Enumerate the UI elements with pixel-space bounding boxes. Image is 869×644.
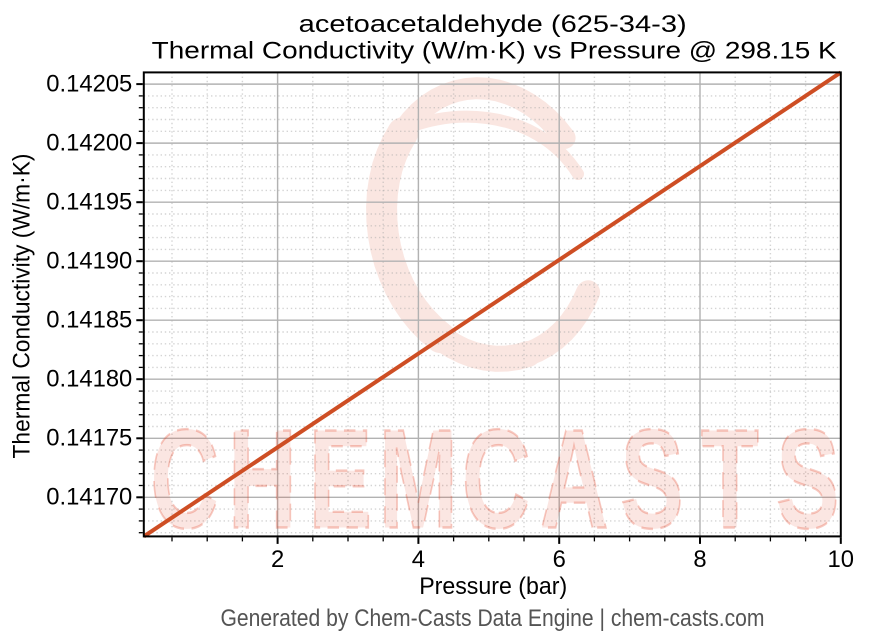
svg-text:0.14205: 0.14205 — [46, 71, 132, 98]
svg-text:Pressure (bar): Pressure (bar) — [419, 573, 567, 600]
svg-text:6: 6 — [553, 546, 566, 573]
svg-text:0.14190: 0.14190 — [46, 248, 132, 275]
svg-text:Thermal Conductivity (W/m·K): Thermal Conductivity (W/m·K) — [9, 154, 36, 459]
svg-text:S: S — [620, 401, 683, 558]
svg-text:0.14185: 0.14185 — [46, 307, 132, 334]
svg-text:2: 2 — [271, 546, 284, 573]
svg-text:0.14175: 0.14175 — [46, 425, 132, 452]
svg-text:C: C — [150, 401, 219, 558]
svg-text:S: S — [776, 401, 839, 558]
svg-text:M: M — [379, 401, 458, 558]
svg-text:10: 10 — [828, 546, 854, 573]
svg-text:Thermal Conductivity (W/m·K) v: Thermal Conductivity (W/m·K) vs Pressure… — [152, 38, 837, 65]
svg-text:E: E — [309, 401, 372, 558]
svg-text:0.14170: 0.14170 — [46, 484, 132, 511]
svg-text:0.14180: 0.14180 — [46, 366, 132, 393]
svg-text:acetoacetaldehyde (625-34-3): acetoacetaldehyde (625-34-3) — [299, 11, 687, 38]
svg-text:C: C — [462, 401, 531, 558]
svg-text:Generated by Chem-Casts Data E: Generated by Chem-Casts Data Engine | ch… — [221, 605, 765, 632]
svg-text:A: A — [540, 401, 609, 558]
svg-text:H: H — [228, 401, 297, 558]
svg-text:0.14200: 0.14200 — [46, 130, 132, 157]
svg-text:4: 4 — [412, 546, 425, 573]
svg-text:0.14195: 0.14195 — [46, 189, 132, 216]
svg-text:T: T — [701, 401, 759, 558]
svg-text:8: 8 — [693, 546, 706, 573]
